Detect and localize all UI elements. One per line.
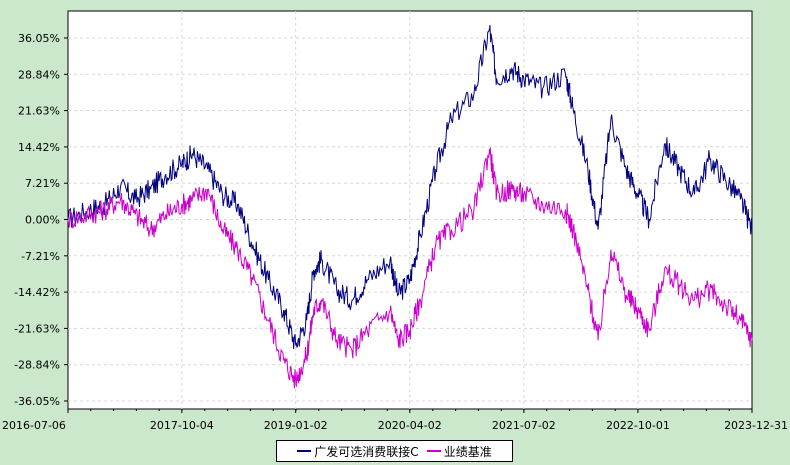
x-tick-label: 2022-10-01 [606, 419, 670, 432]
x-axis: 2016-07-06 2017-10-04 2019-01-02 2020-04-02… [2, 409, 788, 432]
y-tick-label: 0.00% [25, 214, 60, 227]
x-tick-label: 2020-04-02 [378, 419, 442, 432]
grid [68, 11, 752, 409]
legend-item-benchmark: 业绩基准 [426, 443, 492, 460]
series-line-benchmark [67, 147, 753, 389]
legend-label-fund: 广发可选消费联接C [314, 444, 419, 459]
legend-label-benchmark: 业绩基准 [443, 444, 492, 459]
x-tick-label: 2021-07-02 [492, 419, 556, 432]
y-tick-label: 28.84% [18, 68, 60, 81]
y-tick-label: -14.42% [14, 286, 60, 299]
y-tick-label: -28.84% [14, 359, 60, 372]
y-tick-label: -21.63% [14, 322, 60, 335]
y-axis: 36.05% 28.84% 21.63% 14.42% 7.21% 0.00% -7.21%… [14, 32, 68, 408]
y-tick-label: 7.21% [25, 177, 60, 190]
series-line-fund [67, 24, 753, 350]
y-tick-label: 14.42% [18, 141, 60, 154]
y-tick-label: 36.05% [18, 32, 60, 45]
y-tick-label: -36.05% [14, 395, 60, 408]
x-tick-label: 2016-07-06 [2, 419, 66, 432]
x-tick-label: 2019-01-02 [264, 419, 328, 432]
x-tick-label: 2023-12-31 [724, 419, 788, 432]
x-tick-label: 2017-10-04 [150, 419, 214, 432]
y-tick-label: 21.63% [18, 105, 60, 118]
legend-swatch-fund [297, 450, 312, 452]
series-layer [67, 24, 753, 389]
legend-swatch-benchmark [426, 450, 441, 452]
legend-item-fund: 广发可选消费联接C [297, 443, 419, 460]
y-tick-label: -7.21% [21, 250, 60, 263]
legend: 广发可选消费联接C 业绩基准 [276, 440, 513, 462]
